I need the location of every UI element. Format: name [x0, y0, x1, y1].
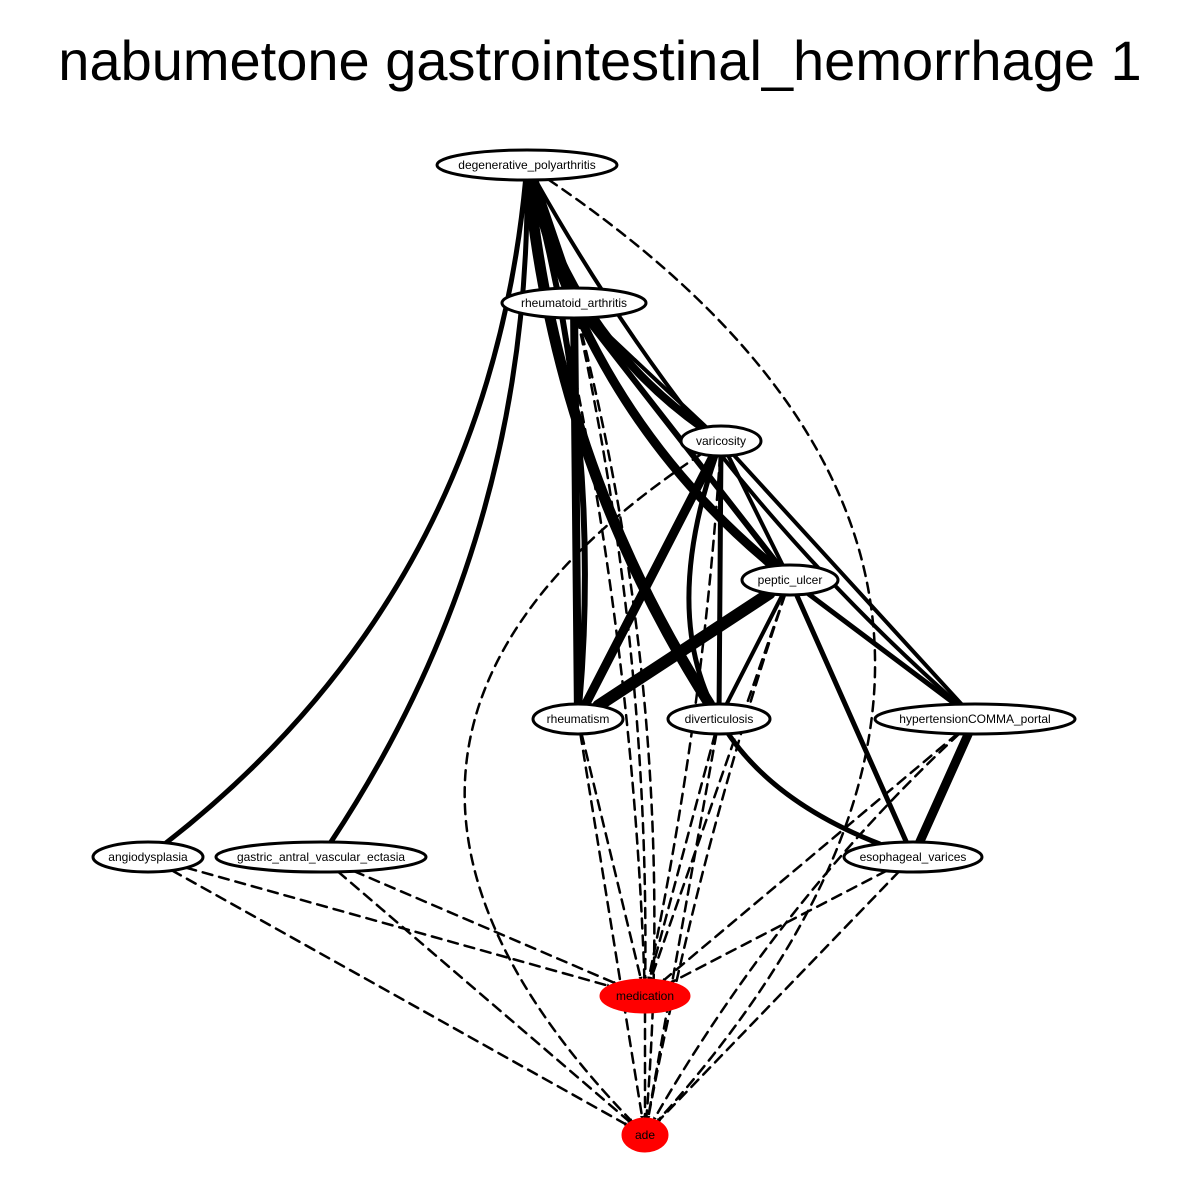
edge-rheumatoid_arthritis-to-rheumatism: [570, 314, 582, 708]
edge-diverticulosis-to-ade: [646, 732, 718, 1121]
node-varicosity: varicosity: [679, 424, 763, 458]
node-label-degenerative_polyarthritis: degenerative_polyarthritis: [458, 158, 595, 172]
node-label-rheumatoid_arthritis: rheumatoid_arthritis: [521, 296, 627, 310]
edge-peptic_ulcer-to-diverticulosis: [724, 592, 785, 707]
node-shape-rheumatoid_arthritis: [500, 286, 648, 320]
node-peptic_ulcer: peptic_ulcer: [740, 563, 840, 597]
edge-degenerative_polyarthritis-to-hypertensionCOMMA_portal: [533, 177, 961, 707]
edge-peptic_ulcer-to-esophageal_varices: [794, 592, 909, 845]
edge-peptic_ulcer-to-ade: [646, 593, 787, 1121]
edge-diverticulosis-to-medication: [648, 732, 717, 982]
edge-degenerative_polyarthritis-to-diverticulosis: [522, 174, 716, 710]
node-label-ade: ade: [635, 1128, 655, 1142]
node-shape-rheumatism: [531, 702, 625, 736]
edge-hypertensionCOMMA_portal-to-ade: [652, 732, 961, 1122]
node-shape-angiodysplasia: [91, 840, 205, 874]
node-label-gastric_antral_vascular_ectasia: gastric_antral_vascular_ectasia: [237, 850, 405, 864]
node-degenerative_polyarthritis: degenerative_polyarthritis: [435, 148, 619, 182]
node-shape-ade: [621, 1117, 669, 1153]
node-label-rheumatism: rheumatism: [547, 712, 610, 726]
node-medication: medication: [599, 978, 691, 1014]
node-shape-gastric_antral_vascular_ectasia: [214, 840, 428, 874]
node-label-peptic_ulcer: peptic_ulcer: [758, 573, 823, 587]
node-shape-degenerative_polyarthritis: [435, 148, 619, 182]
node-angiodysplasia: angiodysplasia: [91, 840, 205, 874]
edge-gastric_antral_vascular_ectasia-to-ade: [336, 870, 633, 1125]
edge-degenerative_polyarthritis-to-angiodysplasia: [163, 177, 529, 846]
edge-peptic_ulcer-to-rheumatism: [592, 587, 776, 712]
edge-degenerative_polyarthritis-to-gastric_antral_vascular_ectasia: [328, 177, 530, 845]
edge-rheumatoid_arthritis-to-varicosity: [587, 315, 709, 430]
node-label-varicosity: varicosity: [696, 434, 746, 448]
edge-esophageal_varices-to-ade: [656, 870, 901, 1124]
diagram-title: nabumetone gastrointestinal_hemorrhage 1: [58, 29, 1142, 92]
node-label-hypertensionCOMMA_portal: hypertensionCOMMA_portal: [899, 712, 1050, 726]
edge-layer: [163, 173, 973, 1127]
edge-peptic_ulcer-to-hypertensionCOMMA_portal: [805, 591, 958, 707]
edge-hypertensionCOMMA_portal-to-esophageal_varices: [915, 729, 973, 847]
edge-varicosity-to-rheumatism: [581, 451, 718, 709]
node-label-diverticulosis: diverticulosis: [685, 712, 754, 726]
node-rheumatism: rheumatism: [531, 702, 625, 736]
edge-varicosity-to-hypertensionCOMMA_portal: [731, 453, 964, 707]
node-label-angiodysplasia: angiodysplasia: [108, 850, 188, 864]
node-label-esophageal_varices: esophageal_varices: [860, 850, 967, 864]
edge-varicosity-to-peptic_ulcer: [726, 453, 785, 568]
node-shape-varicosity: [679, 424, 763, 458]
node-shape-medication: [599, 978, 691, 1014]
node-layer: degenerative_polyarthritis rheumatoid_art…: [91, 148, 1077, 1153]
edge-angiodysplasia-to-ade: [170, 869, 629, 1127]
edge-rheumatism-to-medication: [580, 732, 643, 982]
node-shape-diverticulosis: [666, 702, 772, 736]
edge-degenerative_polyarthritis-to-ade: [547, 178, 877, 1123]
node-ade: ade: [621, 1117, 669, 1153]
node-label-medication: medication: [616, 989, 674, 1003]
node-diverticulosis: diverticulosis: [666, 702, 772, 736]
node-esophageal_varices: esophageal_varices: [842, 840, 984, 874]
node-shape-peptic_ulcer: [740, 563, 840, 597]
edge-gastric_antral_vascular_ectasia-to-medication: [352, 869, 618, 986]
node-shape-hypertensionCOMMA_portal: [873, 702, 1077, 736]
node-rheumatoid_arthritis: rheumatoid_arthritis: [500, 286, 648, 320]
edge-esophageal_varices-to-medication: [669, 869, 888, 985]
edge-varicosity-to-diverticulosis: [716, 453, 724, 707]
node-gastric_antral_vascular_ectasia: gastric_antral_vascular_ectasia: [214, 840, 428, 874]
edge-rheumatoid_arthritis-to-medication: [576, 316, 648, 982]
edge-angiodysplasia-to-medication: [185, 866, 612, 988]
node-shape-esophageal_varices: [842, 840, 984, 874]
edge-rheumatism-to-ade: [579, 732, 644, 1121]
edge-hypertensionCOMMA_portal-to-medication: [661, 732, 959, 983]
edge-varicosity-to-ade: [463, 452, 703, 1124]
edge-varicosity-to-esophageal_varices: [686, 453, 883, 847]
node-hypertensionCOMMA_portal: hypertensionCOMMA_portal: [873, 702, 1077, 736]
